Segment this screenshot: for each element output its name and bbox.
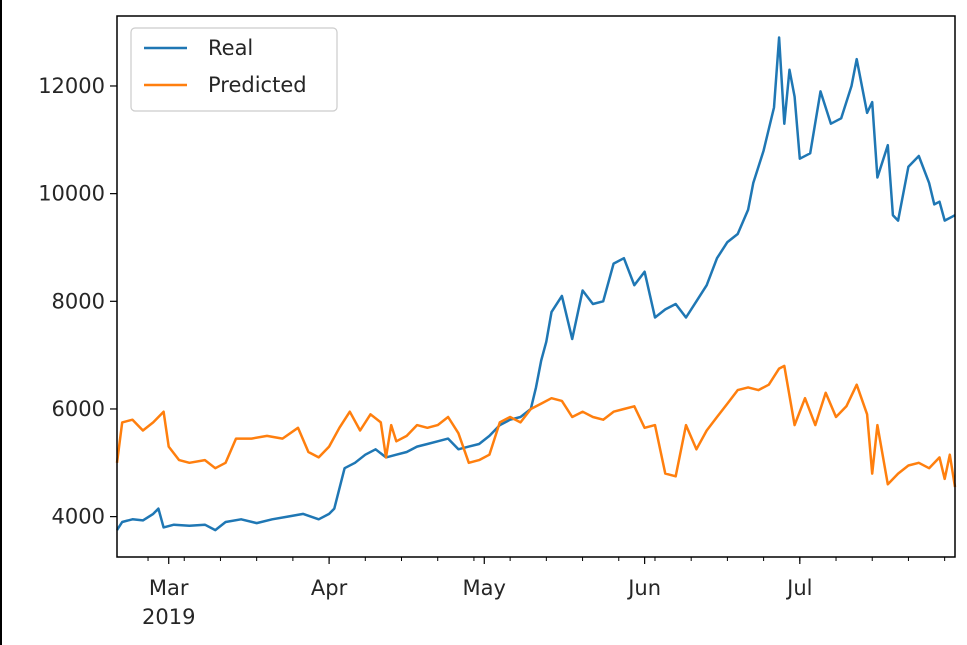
y-tick-label: 10000	[38, 182, 105, 206]
legend: Real Predicted	[130, 27, 338, 112]
x-tick-label: Mar	[149, 576, 189, 600]
series-line-real	[115, 36, 956, 532]
y-tick-label: 6000	[52, 397, 105, 421]
x-tick-label: Jul	[785, 576, 812, 600]
y-tick-label: 4000	[52, 505, 105, 529]
legend-label-real: Real	[208, 36, 253, 60]
legend-label-predicted: Predicted	[208, 73, 307, 97]
x-tick-label: Apr	[311, 576, 348, 600]
y-tick-label: 12000	[38, 74, 105, 98]
y-tick-label: 8000	[52, 289, 105, 313]
y-axis: 4000 6000 8000 10000 12000	[38, 74, 117, 529]
series-line-predicted	[115, 364, 957, 488]
x-tick-sublabel: 2019	[142, 605, 195, 629]
x-tick-label: May	[463, 576, 506, 600]
x-axis: Mar 2019 Apr May Jun Jul	[142, 557, 946, 629]
plot-lines	[115, 36, 957, 532]
plot-frame	[116, 15, 956, 558]
x-tick-label: Jun	[626, 576, 661, 600]
window-left-border	[0, 0, 2, 645]
